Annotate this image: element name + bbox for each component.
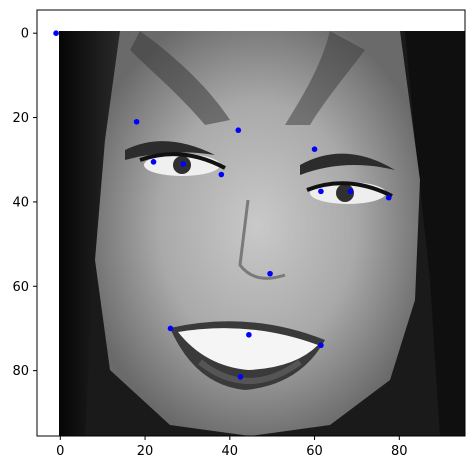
y-tick-label: 40 (12, 195, 29, 210)
data-point-14 (318, 342, 324, 349)
face-photo (59, 31, 465, 436)
scatter-points (53, 30, 392, 380)
data-point-1 (53, 30, 59, 36)
data-point-7 (311, 146, 318, 152)
data-point-5 (218, 171, 225, 178)
x-axis: 0 20 40 60 80 (56, 436, 408, 459)
x-tick-label: 60 (306, 444, 323, 459)
axes-frame (36, 9, 466, 437)
x-tick-label: 80 (391, 444, 408, 459)
x-tick-label: 0 (56, 444, 64, 459)
data-point-13 (246, 331, 252, 338)
x-tick-label: 20 (137, 444, 154, 459)
y-tick-label: 60 (12, 280, 29, 295)
y-axis: 0 20 40 60 80 (12, 27, 37, 379)
plot-area (37, 10, 465, 436)
data-point-15 (237, 374, 244, 380)
y-tick-label: 80 (12, 364, 29, 379)
data-point-11 (267, 270, 273, 277)
data-point-8 (318, 188, 324, 195)
data-point-6 (235, 127, 242, 134)
y-tick-label: 0 (21, 27, 29, 42)
data-point-10 (385, 194, 392, 201)
data-point-2 (133, 118, 140, 125)
data-point-9 (347, 188, 354, 195)
x-tick-label: 40 (222, 444, 239, 459)
data-point-4 (180, 161, 186, 167)
y-tick-label: 20 (12, 111, 29, 126)
data-point-3 (150, 159, 157, 165)
data-point-12 (167, 325, 174, 332)
